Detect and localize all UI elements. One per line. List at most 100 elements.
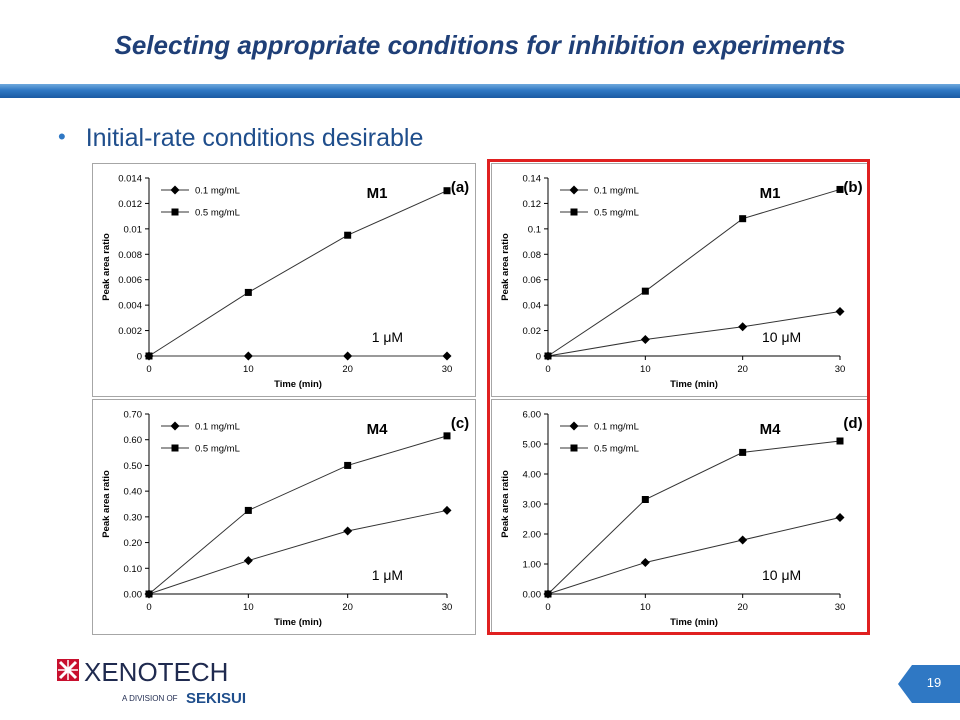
chart-b-panel-label: (b) — [843, 179, 862, 196]
chart-d-y-tick-label: 3.00 — [523, 500, 542, 511]
chart-d-panel-label: (d) — [843, 415, 862, 432]
bullet-dot-icon: • — [58, 124, 66, 149]
chart-b-x-tick-label: 30 — [835, 364, 846, 375]
chart-b-y-tick-label: 0 — [536, 352, 541, 363]
chart-c-series-0-point — [442, 505, 452, 515]
chart-c-y-tick-label: 0.00 — [124, 590, 143, 601]
chart-c-y-tick-label: 0.60 — [124, 435, 143, 446]
chart-a-legend-item-1: 0.5 mg/mL — [161, 208, 240, 219]
chart-c-y-axis-label: Peak area ratio — [101, 470, 112, 538]
bullet-text: Initial-rate conditions desirable — [85, 124, 424, 152]
chart-d-series-0-point — [640, 558, 650, 567]
chart-a-y-tick-label: 0.004 — [118, 301, 142, 312]
chart-c-y-tick-label: 0.10 — [124, 564, 143, 575]
chart-c-series-1-line — [148, 435, 448, 595]
chart-d-legend-label: 0.1 mg/mL — [594, 422, 639, 433]
chart-d-svg: 0.00 1.00 2.00 3.00 4.00 5.00 6.00 0 10 20 30 Time … — [500, 410, 863, 629]
chart-b-series-0-line — [547, 311, 841, 357]
chart-a-series-0-point — [442, 351, 452, 361]
chart-c-series-0-line — [148, 509, 448, 595]
chart-d-y-tick-label: 5.00 — [523, 440, 542, 451]
chart-c-legend-label: 0.1 mg/mL — [195, 422, 240, 433]
chart-d-legend-item-0: 0.1 mg/mL — [560, 421, 639, 433]
chart-c-series-1-point — [145, 590, 153, 598]
chart-c-x-tick-label: 10 — [243, 602, 254, 613]
chart-c-x-tick-label: 20 — [342, 602, 353, 613]
chart-b-x-tick-label: 0 — [545, 364, 550, 375]
chart-b-series-1-point — [836, 185, 844, 193]
chart-a-panel-label: (a) — [451, 179, 469, 196]
page-number: 19 — [926, 675, 942, 690]
chart-c-legend-item-0: 0.1 mg/mL — [161, 421, 240, 433]
chart-b-legend-marker — [569, 185, 579, 195]
chart-b-series-0-point — [640, 334, 650, 344]
chart-b-metabolite-label: M1 — [760, 185, 781, 202]
chart-a-series-1-line — [148, 190, 448, 357]
chart-a-x-tick-label: 0 — [146, 364, 151, 375]
chart-b-legend-label: 0.5 mg/mL — [594, 208, 639, 219]
chart-d-metabolite-label: M4 — [760, 421, 781, 438]
chart-b-legend-label: 0.1 mg/mL — [594, 186, 639, 197]
chart-d-x-tick-label: 0 — [545, 602, 550, 613]
chart-c-panel-label: (c) — [451, 415, 469, 432]
chart-d-legend-marker — [569, 421, 579, 431]
chart-d-x-axis-label: Time (min) — [670, 617, 718, 628]
page-number-tab — [898, 665, 960, 703]
chart-c-y-tick-label: 0.20 — [124, 538, 143, 549]
bullet-item: • Initial-rate conditions desirable — [58, 124, 423, 153]
xenotech-mark-icon — [57, 659, 79, 681]
slide-title: Selecting appropriate conditions for inh… — [114, 30, 846, 60]
chart-a-y-tick-label: 0.014 — [118, 174, 142, 185]
chart-b-series-0-point — [835, 307, 845, 316]
chart-d-series-1-point — [641, 496, 649, 503]
chart-c-series-0-point — [243, 556, 253, 566]
highlight-frame — [487, 159, 870, 635]
chart-a-y-tick-label: 0.012 — [118, 199, 142, 210]
chart-c-metabolite-label: M4 — [367, 421, 388, 438]
chart-a-series-1 — [145, 187, 451, 360]
chart-b-svg: 0 0.02 0.04 0.06 0.08 0.1 0.12 0.14 0 10 20 30 Time … — [500, 174, 863, 391]
chart-a-series-1-point — [244, 288, 252, 296]
logo-wordmark: XENOTECH — [84, 657, 228, 687]
chart-d-y-tick-label: 2.00 — [523, 530, 542, 541]
chart-d-x-tick-label: 30 — [835, 602, 846, 613]
chart-b-legend-item-1: 0.5 mg/mL — [560, 208, 639, 219]
chart-a-y-tick-label: 0.006 — [118, 275, 142, 286]
chart-a-x-tick-label: 10 — [243, 364, 254, 375]
chart-a-concentration-annotation: 1 μM — [372, 329, 403, 345]
xenotech-logo: XENOTECH A DIVISION OF SEKISUI — [57, 657, 246, 707]
chart-b-y-tick-label: 0.04 — [523, 301, 542, 312]
chart-b-series-1 — [544, 185, 844, 360]
logo-tagline: A DIVISION OF — [122, 694, 178, 703]
chart-a-x-tick-label: 20 — [342, 364, 353, 375]
chart-d-series-1-point — [836, 437, 844, 445]
chart-c-x-tick-label: 0 — [146, 602, 151, 613]
chart-d-series-0-point — [738, 535, 748, 545]
chart-b-y-tick-label: 0.1 — [528, 224, 541, 235]
chart-b-y-tick-label: 0.02 — [523, 326, 542, 337]
chart-c-legend-marker — [171, 444, 179, 452]
chart-d-x-tick-label: 20 — [737, 602, 748, 613]
chart-b-y-tick-label: 0.12 — [523, 199, 542, 210]
chart-d-series-1-point — [544, 590, 552, 598]
chart-d-concentration-annotation: 10 μM — [762, 567, 801, 583]
chart-d-y-tick-label: 6.00 — [523, 410, 542, 421]
chart-c-svg: 0.00 0.10 0.20 0.30 0.40 0.50 0.60 0.70 0 10 20 30 T… — [101, 410, 469, 629]
chart-a-y-tick-label: 0 — [137, 352, 142, 363]
chart-c-series-1-point — [244, 506, 252, 514]
chart-b-series-1-point — [739, 215, 747, 223]
chart-b-series-1-point — [641, 287, 649, 295]
chart-c-x-axis-label: Time (min) — [274, 617, 322, 628]
title-underline-bar — [0, 84, 960, 98]
chart-c-series-1-point — [443, 432, 451, 440]
chart-b-series-0-point — [738, 322, 748, 332]
chart-d-legend-marker — [570, 444, 578, 452]
chart-a-y-tick-label: 0.008 — [118, 250, 142, 261]
chart-c-y-tick-label: 0.30 — [124, 512, 143, 523]
chart-panel-c: 0.00 0.10 0.20 0.30 0.40 0.50 0.60 0.70 0 10 20 30 T… — [92, 399, 476, 635]
chart-a-series-1-point — [145, 352, 153, 360]
chart-d-series-0-line — [547, 517, 841, 595]
chart-c-series-0-point — [343, 526, 353, 536]
chart-a-legend-label: 0.1 mg/mL — [195, 186, 240, 197]
chart-d-y-tick-label: 1.00 — [523, 560, 542, 571]
